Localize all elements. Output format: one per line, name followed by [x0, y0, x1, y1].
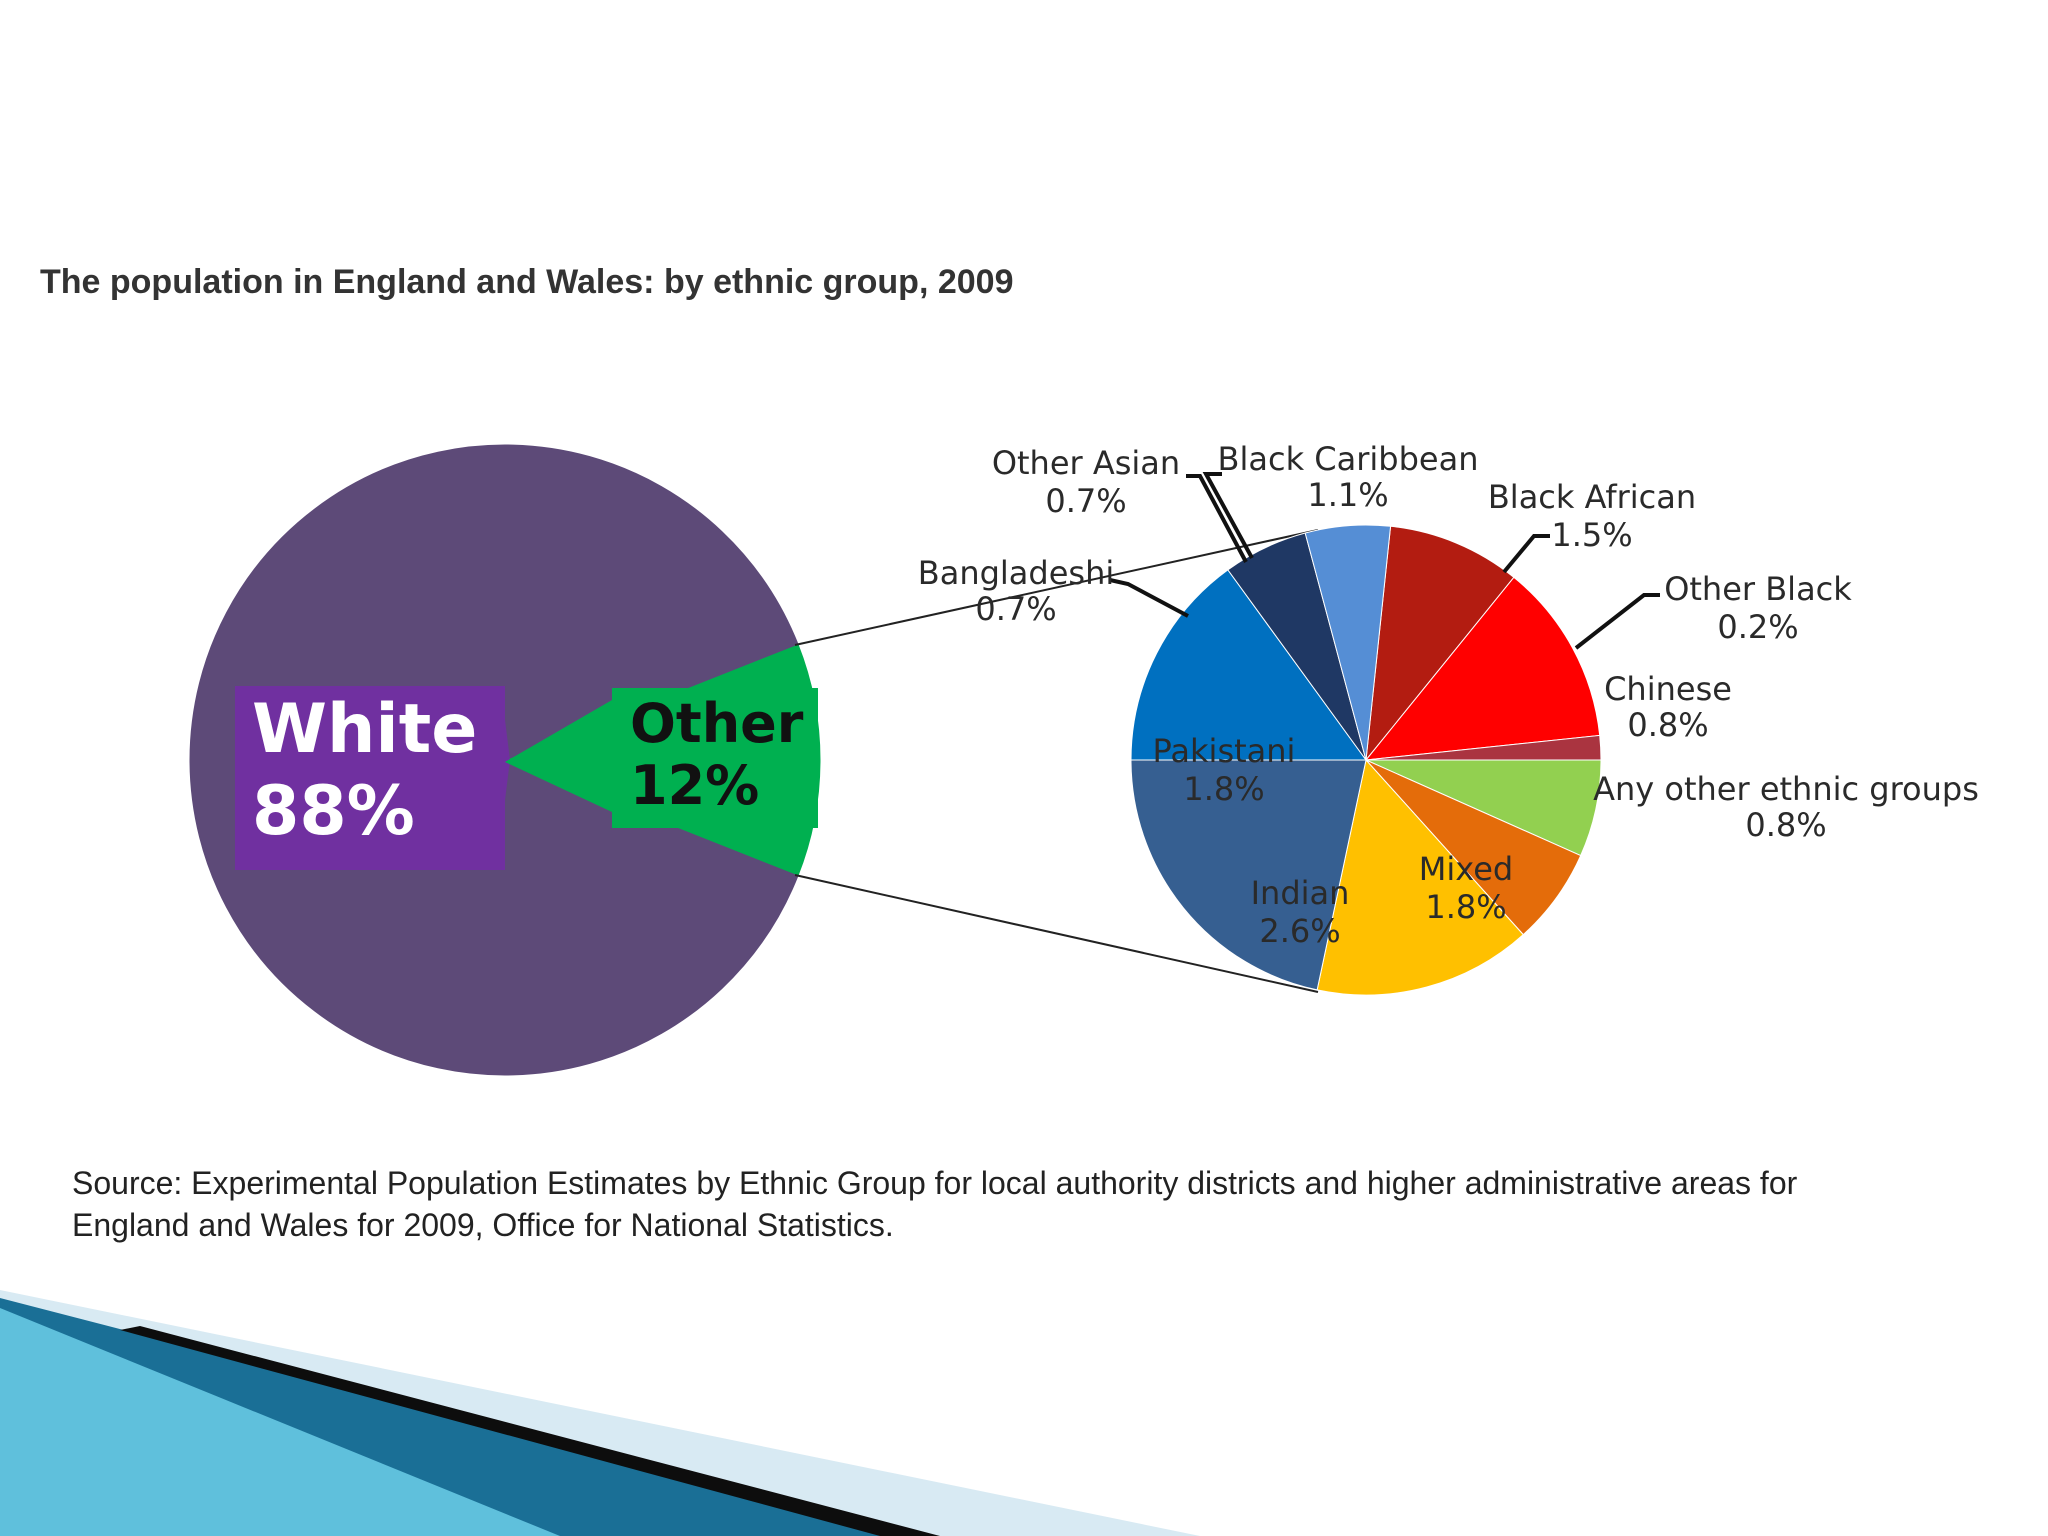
source-line-2: England and Wales for 2009, Office for N…	[72, 1207, 894, 1243]
detail-pie	[1130, 524, 1602, 996]
slice-black-caribbean	[1365, 525, 1515, 762]
label-black-caribbean: Black Caribbean	[1218, 440, 1479, 478]
slice-indian	[1130, 759, 1367, 991]
leader-other-asian	[1186, 474, 1248, 563]
other-label-name: Other	[630, 692, 804, 755]
value-other-black: 0.2%	[1717, 608, 1798, 646]
connector-line-bottom	[794, 874, 1319, 993]
value-any-other-ethnic-groups: 0.8%	[1745, 806, 1826, 844]
white-label-name: White	[252, 690, 477, 769]
leader-black-caribbean	[1202, 472, 1254, 559]
value-black-caribbean: 1.1%	[1307, 476, 1388, 514]
leader-bangladeshi	[1109, 578, 1189, 618]
chart-title: The population in England and Wales: by …	[40, 263, 1013, 301]
connector-line-top	[794, 529, 1319, 646]
source-note: Source: Experimental Population Estimate…	[72, 1165, 1798, 1243]
value-bangladeshi: 0.7%	[975, 590, 1056, 628]
slide-decoration	[0, 1290, 1200, 1536]
value-other-asian: 0.7%	[1045, 482, 1126, 520]
value-indian: 2.6%	[1259, 912, 1340, 950]
slice-pakistani	[1130, 569, 1367, 761]
label-mixed: Mixed	[1419, 850, 1513, 888]
white-label-box: White 88%	[235, 686, 510, 870]
leader-other-black	[1574, 593, 1660, 650]
label-indian: Indian	[1251, 874, 1350, 912]
label-chinese: Chinese	[1604, 670, 1732, 708]
other-label-box: Other 12%	[505, 688, 818, 828]
label-other-asian: Other Asian	[992, 444, 1180, 482]
other-label-value: 12%	[630, 754, 759, 817]
slice-mixed	[1316, 758, 1524, 996]
label-pakistani: Pakistani	[1153, 732, 1296, 770]
source-line-1: Source: Experimental Population Estimate…	[72, 1165, 1798, 1201]
label-black-african: Black African	[1488, 478, 1696, 516]
leader-black-african	[1502, 534, 1550, 574]
value-chinese: 0.8%	[1627, 706, 1708, 744]
slice-black-african	[1364, 576, 1601, 761]
label-any-other-ethnic-groups: Any other ethnic groups	[1593, 770, 1979, 808]
label-other-black: Other Black	[1664, 570, 1852, 608]
label-bangladeshi: Bangladeshi	[918, 554, 1115, 592]
value-mixed: 1.8%	[1425, 888, 1506, 926]
slice-other-asian	[1304, 524, 1392, 761]
white-label-value: 88%	[252, 772, 415, 851]
value-black-african: 1.5%	[1551, 516, 1632, 554]
value-pakistani: 1.8%	[1183, 770, 1264, 808]
connector-lines	[794, 529, 1319, 993]
leader-lines	[1109, 472, 1660, 650]
